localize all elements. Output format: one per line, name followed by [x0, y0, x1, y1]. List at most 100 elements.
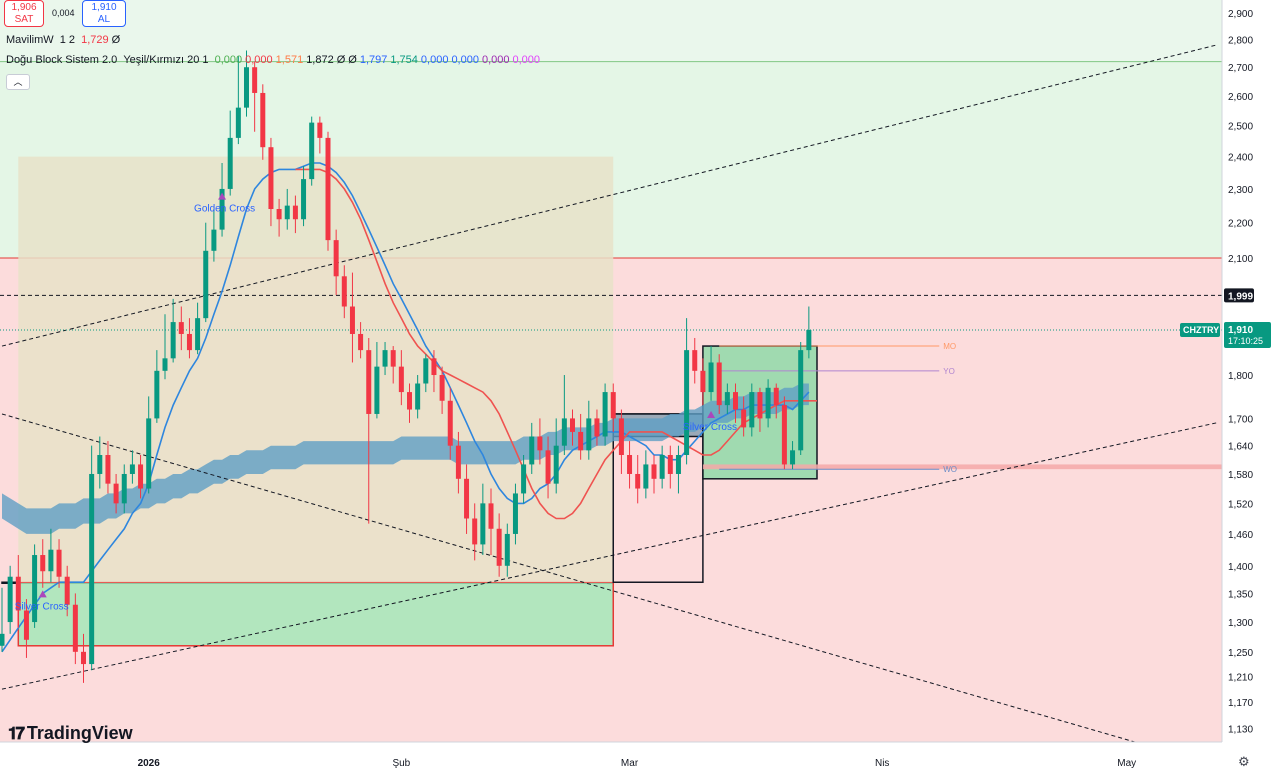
- candle-body: [276, 209, 282, 220]
- candle-body: [211, 229, 217, 251]
- candle: [602, 383, 608, 446]
- y-tick-label: 1,130: [1228, 724, 1253, 735]
- ma-blue: [1, 162, 810, 653]
- candle: [610, 383, 616, 432]
- indicator-value: 0,000: [451, 54, 479, 66]
- buy-label: AL: [97, 14, 111, 25]
- candle-body: [504, 533, 510, 566]
- buy-price: 1,910: [91, 2, 117, 13]
- y-tick-label: 1,460: [1228, 530, 1253, 541]
- y-tick-label: 1,520: [1228, 499, 1253, 510]
- candle-body: [651, 464, 657, 479]
- candle-body: [146, 418, 152, 489]
- candle: [464, 464, 470, 534]
- candle-body: [89, 473, 95, 665]
- descending-trend: [1, 413, 1135, 742]
- y-tick-label: 2,900: [1228, 9, 1253, 20]
- candle-body: [325, 137, 331, 241]
- candle-body: [716, 362, 722, 406]
- candle: [537, 418, 543, 465]
- indicator-params: 1 2: [59, 34, 76, 46]
- candle: [675, 445, 681, 494]
- candle-body: [757, 392, 763, 419]
- candle-body: [627, 455, 633, 474]
- indicator-value: 0,000: [420, 54, 449, 66]
- y-tick-label: 1,300: [1228, 618, 1253, 629]
- indicator-value: 1,872: [306, 54, 334, 66]
- candle: [40, 539, 46, 588]
- tradingview-logo[interactable]: 𝟏𝟕 TradingView: [8, 723, 133, 744]
- indicator-legend-dogu-block[interactable]: Doğu Block Sistem 2.0 Yeşil/Kırmızı 20 1…: [6, 54, 540, 66]
- candle-body: [105, 455, 111, 484]
- candle-body: [439, 375, 445, 401]
- candle-body: [398, 366, 404, 393]
- candle-body: [186, 333, 192, 351]
- cross-label: Silver Cross: [683, 422, 737, 433]
- candle: [162, 314, 168, 380]
- candle: [488, 488, 494, 556]
- x-tick-label: Mar: [621, 758, 639, 769]
- y-tick-label: 2,200: [1228, 219, 1253, 230]
- zone-top-green: [0, 0, 1222, 62]
- indicator-legend-mavilimw[interactable]: MavilimW 1 2 1,729 Ø: [6, 34, 120, 46]
- candle: [708, 346, 714, 401]
- candle: [757, 387, 763, 432]
- indicator-value: Ø: [111, 34, 121, 46]
- candle: [203, 222, 209, 323]
- candle: [105, 441, 111, 494]
- candle-body: [292, 205, 298, 220]
- candle-body: [684, 350, 690, 456]
- candle-body: [675, 455, 681, 474]
- y-tick-label: 1,170: [1228, 698, 1253, 709]
- candle: [121, 464, 127, 514]
- cross-marker: [707, 410, 716, 418]
- collapse-legend-button[interactable]: ︿: [6, 74, 30, 90]
- candle: [309, 116, 315, 186]
- y-tick-label: 1,400: [1228, 562, 1253, 573]
- indicator-value: 0,000: [481, 54, 510, 66]
- candle-body: [781, 405, 787, 465]
- candle-body: [390, 350, 396, 367]
- candle: [292, 195, 298, 234]
- y-tick-label: 1,700: [1228, 414, 1253, 425]
- candle: [97, 436, 103, 489]
- candle: [472, 503, 478, 561]
- candle-body: [97, 455, 103, 474]
- indicator-value: 0,000: [245, 54, 273, 66]
- y-tick-label: 2,700: [1228, 63, 1253, 74]
- candle-body: [162, 358, 168, 371]
- candle: [724, 383, 730, 414]
- candle-body: [129, 464, 135, 474]
- candle-body: [464, 478, 470, 519]
- candle: [651, 455, 657, 494]
- y-tick-label: 2,100: [1228, 254, 1253, 265]
- candle: [773, 383, 779, 419]
- candle-body: [56, 549, 62, 577]
- candle-body: [692, 350, 698, 371]
- candle-body: [252, 67, 258, 93]
- sell-button[interactable]: 1,906 SAT: [4, 0, 44, 27]
- candle: [545, 436, 551, 499]
- candle-body: [219, 188, 225, 230]
- candle-body: [749, 392, 755, 428]
- y-tick-label: 2,400: [1228, 153, 1253, 164]
- candle: [431, 350, 437, 393]
- candle: [561, 375, 567, 456]
- sell-price: 1,906: [11, 2, 37, 13]
- upper-channel: [1, 44, 1217, 347]
- candle: [138, 455, 144, 499]
- annotations-layer: MO YO WO Golden Cross Silver Cross Silver Cro…: [15, 192, 957, 612]
- candle: [798, 342, 804, 456]
- candle: [268, 137, 274, 227]
- x-tick-label: Nis: [875, 758, 889, 769]
- cross-marker: [38, 590, 47, 598]
- buy-button[interactable]: 1,910 AL: [82, 0, 126, 27]
- gear-icon[interactable]: ⚙: [1238, 754, 1250, 769]
- candle-body: [733, 392, 738, 410]
- candle-body: [349, 306, 355, 334]
- candle: [235, 56, 241, 145]
- candle-body: [700, 370, 706, 393]
- symbol-tag: [1180, 322, 1220, 337]
- candle: [341, 265, 347, 319]
